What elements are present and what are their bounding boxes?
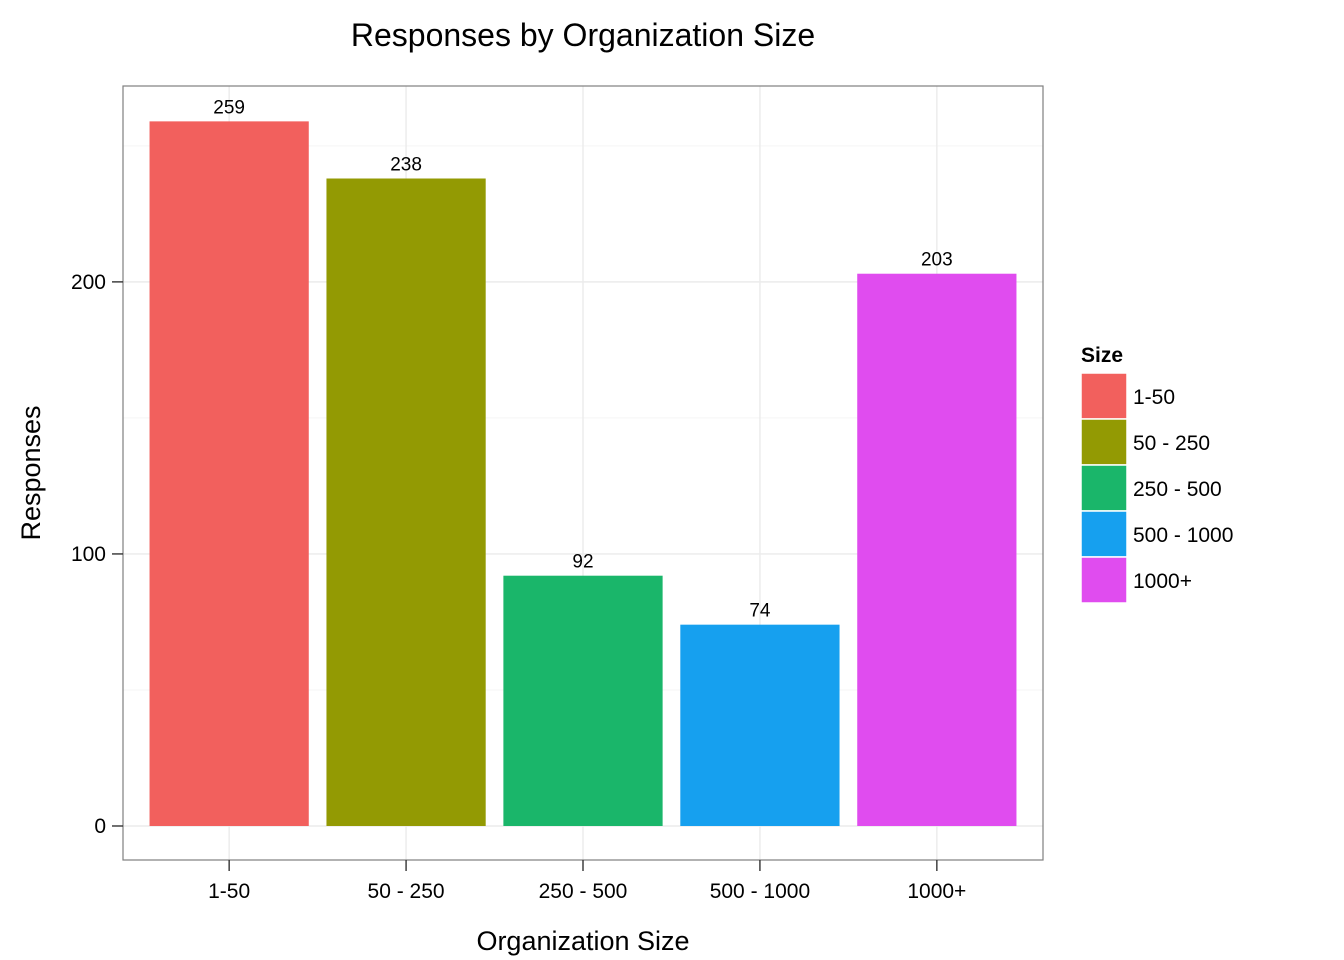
x-axis-title: Organization Size — [476, 926, 689, 956]
bar — [857, 273, 1017, 826]
legend: Size 1-50 50 - 250 250 - 500 500 - 1000 1000… — [1080, 344, 1233, 604]
y-tick-label: 0 — [94, 815, 106, 838]
legend-key — [1080, 556, 1128, 604]
y-tick-label: 200 — [71, 271, 106, 294]
legend-label: 500 - 1000 — [1133, 524, 1233, 547]
legend-key — [1080, 372, 1128, 420]
bar — [503, 575, 663, 826]
bar — [680, 624, 840, 826]
y-axis-title: Responses — [16, 405, 46, 540]
legend-label: 1000+ — [1133, 570, 1192, 593]
bar-value-label: 203 — [921, 250, 953, 271]
bar-value-label: 74 — [749, 601, 771, 622]
bar-value-label: 238 — [390, 154, 422, 175]
legend-label: 1-50 — [1133, 386, 1175, 409]
legend-key — [1080, 510, 1128, 558]
legend-label: 50 - 250 — [1133, 432, 1210, 455]
y-axis: 0 100 200 — [71, 271, 123, 838]
plot-panel: 259 238 92 74 203 — [122, 85, 1044, 861]
x-tick-label: 250 - 500 — [539, 880, 628, 903]
bar-value-label: 92 — [572, 552, 593, 573]
x-axis: 1-50 50 - 250 250 - 500 500 - 1000 1000+ — [208, 860, 966, 903]
x-tick-label: 50 - 250 — [368, 880, 445, 903]
x-tick-label: 500 - 1000 — [710, 880, 810, 903]
x-tick-label: 1-50 — [208, 880, 250, 903]
legend-key — [1080, 418, 1128, 466]
bar — [326, 178, 486, 826]
legend-title: Size — [1081, 344, 1123, 367]
legend-key — [1080, 464, 1128, 512]
y-tick-label: 100 — [71, 543, 106, 566]
bar-value-label: 259 — [213, 97, 245, 118]
x-tick-label: 1000+ — [907, 880, 966, 903]
chart-title: Responses by Organization Size — [351, 17, 815, 53]
legend-label: 250 - 500 — [1133, 478, 1222, 501]
bar — [149, 121, 309, 826]
